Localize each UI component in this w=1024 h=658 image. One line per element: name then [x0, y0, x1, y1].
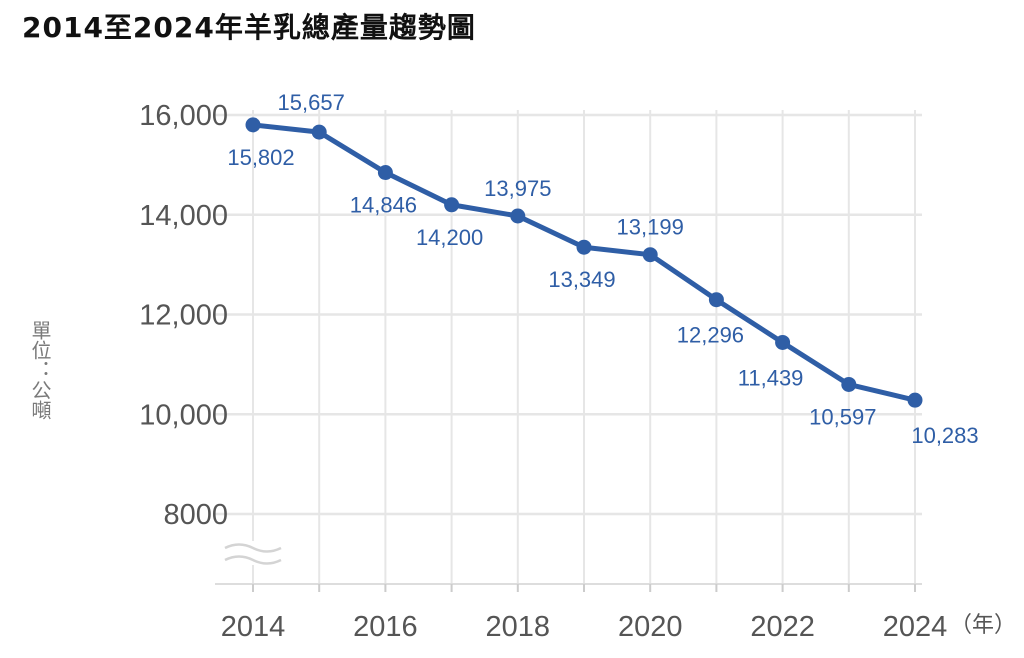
x-tick-label-2014: 2014: [221, 611, 286, 643]
data-point-2019: [576, 239, 592, 255]
y-tick-label-16000: 16,000: [139, 100, 228, 132]
data-point-2016: [377, 165, 393, 181]
x-tick-label-2016: 2016: [353, 611, 418, 643]
data-label-2019: 13,349: [548, 267, 615, 292]
x-tick-label-2020: 2020: [618, 611, 683, 643]
data-point-2014: [245, 117, 261, 133]
data-point-2017: [444, 197, 460, 213]
x-tick-label-2018: 2018: [486, 611, 551, 643]
data-point-2024: [907, 392, 923, 408]
x-tick-label-2022: 2022: [750, 611, 815, 643]
data-point-2022: [775, 334, 791, 350]
axis-break-wave-lower: [224, 555, 282, 565]
data-label-2021: 12,296: [677, 323, 744, 348]
series-goat-milk: [245, 117, 923, 408]
grid-lines: [215, 110, 922, 584]
data-label-2018: 13,975: [484, 176, 551, 201]
chart-title: 2014至2024年羊乳總產量趨勢圖: [22, 11, 476, 44]
data-label-2022: 11,439: [738, 365, 804, 390]
tick-labels: 8000 10,000 12,000 14,000 16,000 2014 2016 2018…: [139, 100, 1016, 643]
y-tick-label-8000: 8000: [163, 499, 228, 531]
axes: [215, 541, 922, 592]
data-label-2014: 15,802: [227, 145, 294, 170]
y-axis-unit-label: 單位：公噸: [28, 320, 52, 420]
data-label-2020: 13,199: [617, 215, 684, 240]
y-tick-label-12000: 12,000: [139, 300, 228, 332]
data-point-2020: [642, 247, 658, 263]
x-tick-label-2024: 2024: [883, 611, 948, 643]
data-label-2016: 14,846: [350, 193, 417, 218]
data-label-2015: 15,657: [278, 90, 345, 115]
y-tick-label-10000: 10,000: [139, 399, 228, 431]
data-point-2018: [510, 208, 526, 224]
axis-break-wave-upper: [224, 543, 282, 553]
y-tick-label-14000: 14,000: [139, 200, 228, 232]
x-axis-unit-label: （年）: [950, 613, 1016, 638]
data-label-2017: 14,200: [416, 225, 483, 250]
data-label-2024: 10,283: [911, 423, 978, 448]
data-point-2021: [708, 292, 724, 308]
data-point-2015: [311, 124, 327, 140]
data-label-2023: 10,597: [809, 404, 876, 429]
data-point-2023: [841, 376, 857, 392]
